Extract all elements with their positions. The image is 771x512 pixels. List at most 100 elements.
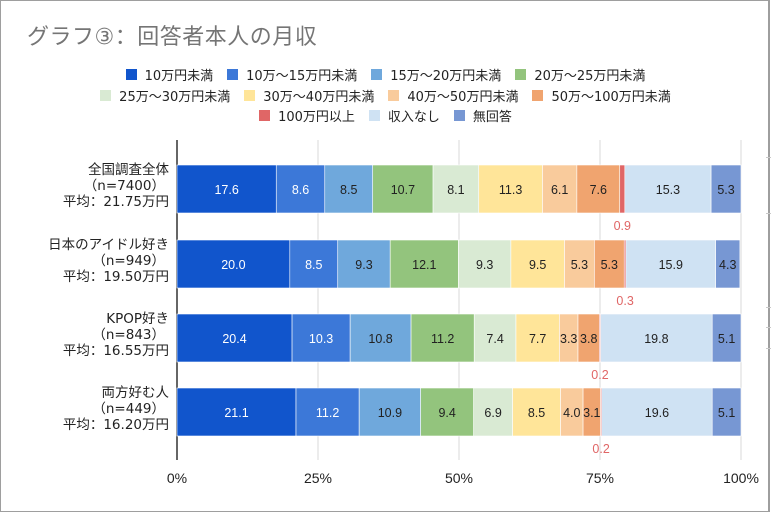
data-label: 4.3 bbox=[719, 258, 736, 272]
edge-tick bbox=[766, 307, 771, 308]
legend-swatch bbox=[371, 69, 383, 80]
data-label: 5.3 bbox=[571, 258, 588, 272]
category-label-name: KPOP好き bbox=[106, 311, 169, 327]
data-label: 9.4 bbox=[438, 406, 455, 420]
category-label-n: （n=843） bbox=[92, 327, 165, 343]
data-label: 0.2 bbox=[592, 442, 609, 456]
legend-item[interactable]: 無回答 bbox=[453, 106, 512, 125]
bar-segment[interactable] bbox=[458, 239, 512, 289]
data-label: 10.8 bbox=[368, 332, 392, 346]
bar-segment[interactable] bbox=[625, 239, 716, 289]
legend-swatch bbox=[100, 90, 112, 101]
category-label-name: 日本のアイドル好き bbox=[48, 237, 169, 253]
bar-segment[interactable] bbox=[594, 239, 625, 289]
bar-segment[interactable] bbox=[410, 313, 475, 363]
data-label: 10.3 bbox=[309, 332, 333, 346]
bar-segment[interactable] bbox=[295, 387, 360, 437]
bar-segment[interactable] bbox=[289, 239, 339, 289]
data-label: 19.8 bbox=[644, 332, 668, 346]
legend-swatch bbox=[388, 90, 400, 101]
legend-swatch bbox=[244, 90, 256, 101]
data-label: 5.1 bbox=[718, 332, 735, 346]
x-tick-label: 0% bbox=[166, 470, 188, 486]
bar-segment[interactable] bbox=[512, 387, 561, 437]
legend-swatch bbox=[125, 69, 137, 80]
data-label: 19.6 bbox=[645, 406, 669, 420]
bar-segment[interactable] bbox=[478, 164, 543, 214]
bar-segment[interactable] bbox=[389, 239, 459, 289]
data-label: 7.6 bbox=[590, 183, 607, 197]
category-label-avg: 平均：16.55万円 bbox=[62, 343, 169, 359]
category-label-name: 両方好む人 bbox=[101, 385, 170, 401]
bar-segment[interactable] bbox=[176, 239, 291, 289]
edge-tick bbox=[766, 348, 771, 349]
bar-segment[interactable] bbox=[510, 239, 565, 289]
legend-label: 30万〜40万円未満 bbox=[263, 90, 375, 105]
bar-segment[interactable] bbox=[711, 387, 742, 437]
data-label: 0.2 bbox=[591, 368, 608, 382]
bar-segment[interactable] bbox=[176, 387, 297, 437]
data-label: 9.3 bbox=[355, 258, 372, 272]
bar-segment[interactable] bbox=[710, 164, 742, 214]
data-label: 3.1 bbox=[583, 406, 600, 420]
bar-segment[interactable] bbox=[624, 164, 712, 214]
bar-segment[interactable] bbox=[619, 164, 626, 214]
bar-segment[interactable] bbox=[176, 164, 277, 214]
edge-tick bbox=[766, 213, 771, 214]
bar-segment[interactable] bbox=[542, 164, 578, 214]
data-label: 8.6 bbox=[292, 183, 309, 197]
legend-item[interactable]: 収入なし bbox=[368, 106, 440, 125]
data-label: 8.5 bbox=[340, 183, 357, 197]
bar-segment[interactable] bbox=[432, 164, 480, 214]
data-label: 9.5 bbox=[529, 258, 546, 272]
legend-item[interactable]: 40万〜50万円未満 bbox=[388, 86, 518, 105]
bar-segment[interactable] bbox=[600, 313, 713, 363]
legend-item[interactable]: 10万円未満 bbox=[125, 65, 213, 84]
bar-segment[interactable] bbox=[473, 387, 513, 437]
bar-segment[interactable] bbox=[715, 239, 741, 289]
data-label: 15.9 bbox=[659, 258, 683, 272]
data-label: 20.4 bbox=[222, 332, 246, 346]
legend-label: 25万〜30万円未満 bbox=[119, 90, 231, 105]
legend-swatch bbox=[227, 69, 239, 80]
category-label-avg: 平均：21.75万円 bbox=[62, 194, 169, 210]
legend-row: 25万〜30万円未満 30万〜40万円未満 40万〜50万円未満 50万〜100万円未… bbox=[0, 86, 771, 105]
category-label: 両方好む人 （n=449） 平均：16.20万円 bbox=[63, 385, 169, 433]
category-label-name: 全国調査全体 bbox=[88, 162, 169, 178]
bar-segment[interactable] bbox=[711, 313, 742, 363]
data-label: 8.5 bbox=[528, 406, 545, 420]
chart-title: グラフ③：回答者本人の月収 bbox=[27, 25, 318, 50]
bar-segment[interactable] bbox=[601, 387, 713, 437]
bar-segment[interactable] bbox=[473, 313, 517, 363]
bar-segment[interactable] bbox=[515, 313, 560, 363]
legend-item[interactable]: 15万〜20万円未満 bbox=[371, 65, 501, 84]
bar-segment[interactable] bbox=[564, 239, 595, 289]
data-label: 9.3 bbox=[476, 258, 493, 272]
category-label-n: （n=949） bbox=[92, 253, 165, 269]
bar-segment[interactable] bbox=[420, 387, 474, 437]
legend-item[interactable]: 100万円以上 bbox=[259, 106, 355, 125]
legend-swatch bbox=[368, 110, 380, 121]
legend-item[interactable]: 25万〜30万円未満 bbox=[100, 86, 230, 105]
category-label: 日本のアイドル好き （n=949） 平均：19.50万円 bbox=[48, 237, 169, 285]
legend-item[interactable]: 10万〜15万円未満 bbox=[227, 65, 357, 84]
category-label: 全国調査全体 （n=7400） 平均：21.75万円 bbox=[63, 162, 169, 210]
bar-segment[interactable] bbox=[349, 313, 412, 363]
data-label: 5.3 bbox=[717, 183, 734, 197]
legend-label: 40万〜50万円未満 bbox=[407, 90, 519, 105]
category-label-n: （n=7400） bbox=[83, 178, 165, 194]
bar-segment[interactable] bbox=[337, 239, 391, 289]
legend-item[interactable]: 50万〜100万円未満 bbox=[532, 86, 671, 105]
data-label: 6.9 bbox=[484, 406, 501, 420]
edge-tick bbox=[766, 327, 771, 328]
bar-segment[interactable] bbox=[291, 313, 351, 363]
legend-item[interactable]: 20万〜25万円未満 bbox=[515, 65, 645, 84]
data-label: 3.8 bbox=[580, 332, 597, 346]
data-label: 8.5 bbox=[305, 258, 322, 272]
legend-item[interactable]: 30万〜40万円未満 bbox=[244, 86, 374, 105]
x-tick-label: 25% bbox=[303, 470, 333, 486]
data-label: 11.2 bbox=[316, 406, 339, 420]
bar-segment[interactable] bbox=[372, 164, 434, 214]
data-label: 5.3 bbox=[601, 258, 618, 272]
